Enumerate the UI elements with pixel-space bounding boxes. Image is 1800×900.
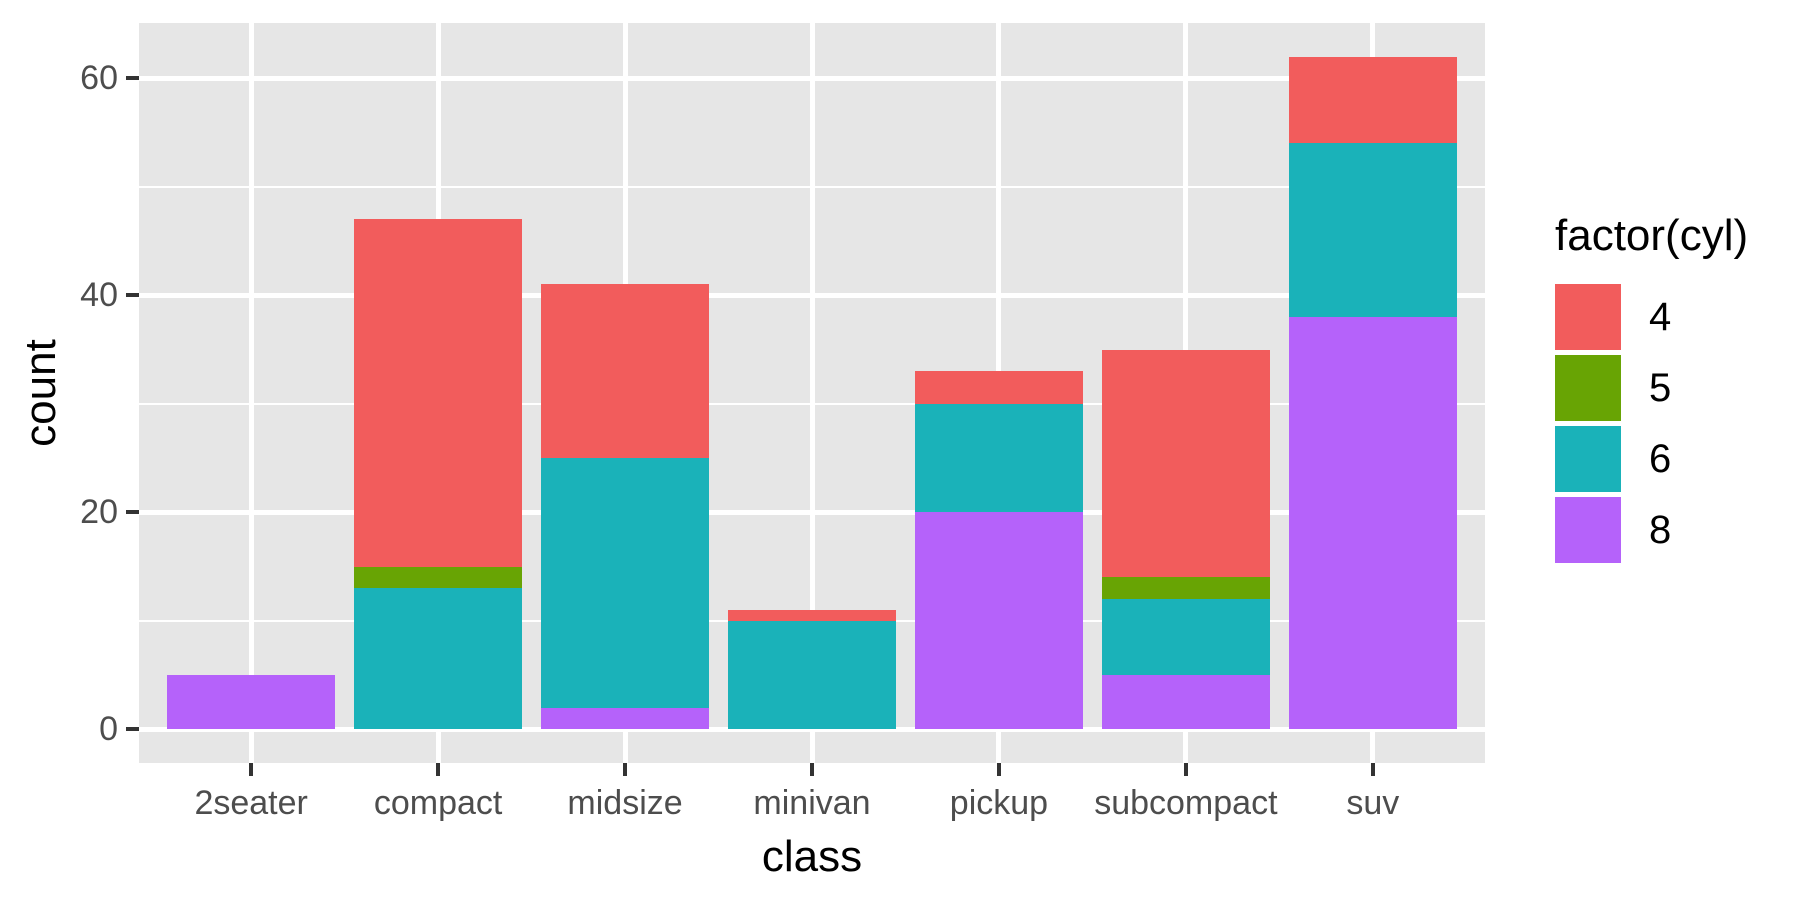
bar-subcompact-cyl4 [1101, 349, 1270, 578]
x-tick-mark-pickup [996, 763, 1001, 776]
legend-label-4: 4 [1649, 295, 1672, 339]
legend-item-5: 5 [1555, 355, 1748, 421]
gridline-vertical-minivan [809, 23, 815, 763]
legend-title: factor(cyl) [1555, 211, 1749, 260]
bar-suv-cyl6 [1288, 143, 1457, 318]
bar-2seater-cyl8 [167, 675, 336, 730]
y-tick-label-20: 20 [80, 493, 118, 532]
x-tick-mark-suv [1370, 763, 1375, 776]
x-tick-label-2seater: 2seater [194, 784, 308, 822]
y-tick-label-60: 60 [80, 59, 118, 98]
x-tick-mark-subcompact [1183, 763, 1188, 776]
y-tick-mark-40 [126, 293, 139, 298]
bar-midsize-cyl8 [540, 707, 710, 730]
legend-key-swatch-8 [1555, 497, 1621, 563]
x-tick-mark-midsize [623, 763, 628, 776]
bar-minivan-cyl4 [727, 610, 897, 621]
bar-subcompact-cyl8 [1101, 675, 1270, 730]
plot-panel [139, 23, 1485, 763]
gridline-major-y60 [139, 75, 1485, 81]
bar-pickup-cyl6 [914, 403, 1084, 513]
bar-pickup-cyl8 [914, 512, 1084, 730]
legend-label-5: 5 [1649, 366, 1672, 410]
x-tick-mark-compact [436, 763, 441, 776]
x-tick-mark-minivan [810, 763, 814, 776]
x-tick-label-minivan: minivan [753, 784, 871, 822]
x-tick-label-midsize: midsize [567, 784, 683, 822]
bar-suv-cyl4 [1288, 56, 1457, 144]
x-tick-label-pickup: pickup [949, 784, 1049, 822]
x-tick-label-compact: compact [373, 784, 503, 822]
bar-compact-cyl4 [353, 219, 523, 567]
bar-subcompact-cyl5 [1101, 577, 1270, 600]
gridline-vertical-2seater [248, 23, 254, 763]
legend: factor(cyl) 4 5 6 8 [1555, 210, 1748, 568]
gridline-minor-y30 [139, 402, 1485, 406]
y-tick-label-0: 0 [99, 710, 118, 749]
bar-suv-cyl8 [1288, 317, 1457, 730]
bar-compact-cyl6 [353, 588, 523, 730]
y-tick-mark-60 [126, 76, 139, 81]
legend-label-8: 8 [1649, 508, 1672, 552]
x-tick-mark-2seater [249, 763, 254, 776]
gridline-major-y40 [139, 292, 1485, 298]
legend-rows: 4 5 6 8 [1555, 284, 1748, 563]
x-tick-label-suv: suv [1346, 784, 1400, 822]
gridline-major-y20 [139, 509, 1485, 515]
x-axis-title: class [761, 832, 863, 881]
bar-compact-cyl5 [353, 566, 523, 589]
legend-key-swatch-4 [1555, 284, 1621, 350]
legend-item-8: 8 [1555, 497, 1748, 563]
legend-item-4: 4 [1555, 284, 1748, 350]
y-tick-mark-20 [126, 510, 139, 515]
bar-midsize-cyl6 [540, 458, 710, 708]
bar-midsize-cyl4 [540, 284, 710, 459]
gridline-major-y0 [139, 726, 1485, 732]
x-tick-label-subcompact: subcompact [1094, 784, 1278, 822]
legend-item-6: 6 [1555, 426, 1748, 492]
gridline-minor-y50 [139, 185, 1485, 189]
legend-key-swatch-6 [1555, 426, 1621, 492]
bar-minivan-cyl6 [727, 620, 897, 730]
bar-pickup-cyl4 [914, 371, 1084, 404]
bar-subcompact-cyl6 [1101, 599, 1270, 676]
legend-key-swatch-5 [1555, 355, 1621, 421]
y-tick-mark-0 [126, 727, 139, 732]
y-axis-title: count [16, 339, 65, 447]
legend-label-6: 6 [1649, 437, 1672, 481]
y-tick-label-40: 40 [80, 276, 118, 315]
